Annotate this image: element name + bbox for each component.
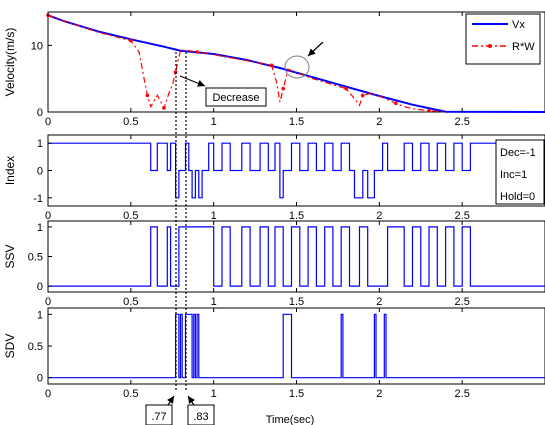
ssv-panel: 0 0.5 1 1.5 2 2.5 0 0.5 1 SSV (3, 220, 545, 308)
x-tick-label: 0.5 (123, 296, 138, 308)
x-tick-label: 2.5 (455, 388, 470, 400)
series-point (162, 106, 166, 110)
decrease-arrow (179, 75, 206, 87)
x-tick-label: 2 (376, 296, 382, 308)
x-tick-label: 0.5 (123, 116, 138, 128)
series-point (427, 108, 431, 113)
decrease-annotation: Decrease (179, 75, 267, 107)
decrease-label: Decrease (212, 92, 259, 104)
velocity-legend: Vx R*W (465, 13, 541, 65)
series-line (48, 313, 545, 379)
series-point (269, 63, 274, 68)
series-point (360, 93, 365, 98)
legend-hold: Hold=0 (500, 191, 535, 203)
time-marker-77: .77 (145, 395, 175, 425)
decrease-box (205, 87, 267, 107)
mark-83-label: .83 (193, 411, 208, 423)
series-point (394, 101, 398, 106)
x-tick-label: 0 (45, 388, 51, 400)
series-point (195, 50, 199, 54)
y-axis-label: SDV (3, 334, 17, 359)
legend-rw-label: R*W (512, 41, 535, 53)
x-tick-label: 1 (211, 296, 217, 308)
y-tick-label: 1 (37, 138, 43, 150)
y-tick-label: 0 (37, 107, 43, 119)
legend-vx-label: Vx (512, 19, 525, 31)
x-tick-label: 0.5 (123, 388, 138, 400)
series-point (344, 86, 349, 91)
series-point (281, 86, 286, 91)
legend-rw-marker (488, 44, 492, 48)
plot-area (47, 11, 545, 113)
series-point (145, 93, 150, 98)
y-axis-label: SSV (3, 244, 17, 268)
series-point (129, 38, 133, 43)
y-tick-label: 1 (37, 222, 43, 234)
y-axis-label: Index (3, 156, 17, 185)
x-axis-title: Time(sec) (266, 414, 314, 425)
y-axis-label: Velocity(m/s) (3, 28, 17, 97)
y-tick-label: 0 (37, 166, 43, 178)
index-legend: Dec=-1 Inc=1 Hold=0 (495, 139, 545, 205)
x-tick-label: 0 (45, 296, 51, 308)
x-tick-label: 1.5 (289, 296, 304, 308)
x-tick-label: 1 (211, 210, 217, 222)
y-tick-label: -1 (33, 193, 43, 205)
velocity-panel: 0 0.5 1 1.5 2 2.5 0 10 Velocity(m/s) (3, 11, 545, 128)
y-tick-label: 0.5 (28, 341, 43, 353)
x-tick-label: 2 (376, 210, 382, 222)
x-tick-label: 2.5 (455, 116, 470, 128)
y-tick-label: 10 (31, 40, 43, 52)
highlight-circle (284, 55, 310, 79)
y-tick-label: 0 (37, 373, 43, 385)
x-tick-label: 1 (211, 388, 217, 400)
x-tick-label: 1.5 (289, 210, 304, 222)
x-tick-label: 2 (376, 388, 382, 400)
series-line-r-w (47, 14, 446, 113)
x-tick-label: 0.5 (123, 210, 138, 222)
mark-77-label: .77 (151, 411, 166, 423)
y-tick-label: 1 (37, 309, 43, 321)
time-marker-83: .83 (187, 395, 215, 425)
x-tick-label: 1 (211, 116, 217, 128)
y-tick-label: 0.5 (28, 252, 43, 264)
series-line (48, 226, 545, 287)
plot-area (47, 307, 545, 385)
y-tick-label: 0 (37, 281, 43, 293)
x-tick-label: 2.5 (455, 210, 470, 222)
series-line (48, 142, 545, 199)
x-tick-label: 1.5 (289, 388, 304, 400)
x-tick-label: 2.5 (455, 296, 470, 308)
x-tick-label: 0 (45, 210, 51, 222)
legend-inc: Inc=1 (500, 169, 527, 181)
x-tick-label: 2 (376, 116, 382, 128)
legend-dec: Dec=-1 (500, 147, 536, 159)
series-line-vx (47, 14, 545, 113)
x-tick-label: 1.5 (289, 116, 304, 128)
x-tick-label: 0 (45, 116, 51, 128)
highlight-arrow (307, 41, 324, 57)
sdv-panel: 0 0.5 1 1.5 2 2.5 0 0.5 1 SDV (3, 307, 545, 400)
